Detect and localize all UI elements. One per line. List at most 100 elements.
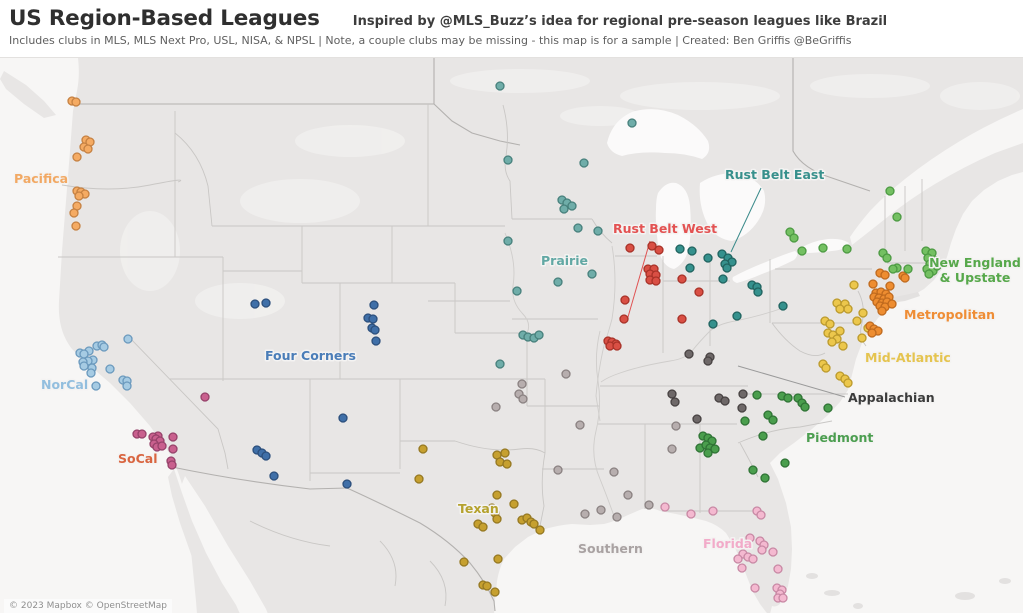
club-dot-texan[interactable] (478, 522, 488, 532)
club-dot-mid-atlantic[interactable] (821, 363, 831, 373)
club-dot-rust-belt-east[interactable] (703, 253, 713, 263)
map-attribution[interactable]: © 2023 Mapbox © OpenStreetMap (4, 599, 172, 613)
club-dot-new-england-upstate[interactable] (892, 212, 902, 222)
club-dot-metropolitan[interactable] (880, 270, 890, 280)
club-dot-texan[interactable] (502, 459, 512, 469)
club-dot-norcal[interactable] (86, 368, 96, 378)
club-dot-rust-belt-east[interactable] (722, 263, 732, 273)
club-dot-florida[interactable] (778, 593, 788, 603)
club-dot-appalachian[interactable] (692, 414, 702, 424)
club-dot-prairie[interactable] (512, 286, 522, 296)
club-dot-metropolitan[interactable] (867, 328, 877, 338)
club-dot-texan[interactable] (500, 448, 510, 458)
club-dot-prairie[interactable] (503, 155, 513, 165)
club-dot-four-corners[interactable] (269, 471, 279, 481)
club-dot-texan[interactable] (482, 581, 492, 591)
club-dot-four-corners[interactable] (250, 299, 260, 309)
club-dot-piedmont[interactable] (783, 393, 793, 403)
club-dot-norcal[interactable] (123, 334, 133, 344)
club-dot-piedmont[interactable] (740, 416, 750, 426)
club-dot-rust-belt-west[interactable] (677, 274, 687, 284)
club-dot-piedmont[interactable] (768, 415, 778, 425)
club-dot-southern[interactable] (612, 512, 622, 522)
club-dot-piedmont[interactable] (823, 403, 833, 413)
club-dot-texan[interactable] (493, 554, 503, 564)
club-dot-piedmont[interactable] (748, 465, 758, 475)
club-dot-rust-belt-west[interactable] (647, 241, 657, 251)
club-dot-rust-belt-west[interactable] (625, 243, 635, 253)
club-dot-texan[interactable] (529, 519, 539, 529)
club-dot-four-corners[interactable] (342, 479, 352, 489)
club-dot-prairie[interactable] (587, 269, 597, 279)
club-dot-southern[interactable] (518, 394, 528, 404)
club-dot-rust-belt-east[interactable] (718, 274, 728, 284)
club-dot-texan[interactable] (459, 557, 469, 567)
club-dot-mid-atlantic[interactable] (857, 333, 867, 343)
club-dot-texan[interactable] (492, 490, 502, 500)
club-dot-florida[interactable] (756, 510, 766, 520)
club-dot-texan[interactable] (418, 444, 428, 454)
club-dot-rust-belt-east[interactable] (708, 319, 718, 329)
club-dot-mid-atlantic[interactable] (835, 304, 845, 314)
club-dot-prairie[interactable] (627, 118, 637, 128)
club-dot-mid-atlantic[interactable] (852, 316, 862, 326)
club-dot-prairie[interactable] (573, 223, 583, 233)
club-dot-norcal[interactable] (91, 381, 101, 391)
club-dot-florida[interactable] (768, 547, 778, 557)
club-dot-rust-belt-west[interactable] (619, 314, 629, 324)
club-dot-southern[interactable] (623, 490, 633, 500)
club-dot-texan[interactable] (509, 499, 519, 509)
club-dot-prairie[interactable] (593, 226, 603, 236)
club-dot-mid-atlantic[interactable] (835, 326, 845, 336)
club-dot-rust-belt-west[interactable] (677, 314, 687, 324)
club-dot-rust-belt-east[interactable] (753, 287, 763, 297)
club-dot-socal[interactable] (167, 460, 177, 470)
club-dot-piedmont[interactable] (758, 431, 768, 441)
club-dot-new-england-upstate[interactable] (789, 233, 799, 243)
club-dot-new-england-upstate[interactable] (885, 186, 895, 196)
club-dot-texan[interactable] (490, 587, 500, 597)
club-dot-florida[interactable] (745, 533, 755, 543)
club-dot-appalachian[interactable] (667, 389, 677, 399)
club-dot-pacifica[interactable] (74, 191, 84, 201)
club-dot-prairie[interactable] (567, 201, 577, 211)
club-dot-new-england-upstate[interactable] (903, 264, 913, 274)
club-dot-rust-belt-east[interactable] (778, 301, 788, 311)
club-dot-socal[interactable] (200, 392, 210, 402)
club-dot-metropolitan[interactable] (887, 299, 897, 309)
club-dot-mid-atlantic[interactable] (858, 308, 868, 318)
club-dot-florida[interactable] (686, 509, 696, 519)
club-dot-pacifica[interactable] (71, 221, 81, 231)
club-dot-southern[interactable] (575, 420, 585, 430)
club-dot-rust-belt-west[interactable] (654, 245, 664, 255)
club-dot-rust-belt-west[interactable] (620, 295, 630, 305)
club-dot-piedmont[interactable] (780, 458, 790, 468)
club-dot-rust-belt-west[interactable] (651, 276, 661, 286)
club-dot-mid-atlantic[interactable] (843, 378, 853, 388)
club-dot-pacifica[interactable] (71, 97, 81, 107)
club-dot-texan[interactable] (414, 474, 424, 484)
club-dot-appalachian[interactable] (703, 356, 713, 366)
club-dot-rust-belt-east[interactable] (675, 244, 685, 254)
club-dot-prairie[interactable] (559, 204, 569, 214)
club-dot-southern[interactable] (596, 505, 606, 515)
club-dot-mid-atlantic[interactable] (838, 341, 848, 351)
club-dot-southern[interactable] (553, 465, 563, 475)
club-dot-southern[interactable] (561, 369, 571, 379)
club-dot-new-england-upstate[interactable] (924, 269, 934, 279)
club-dot-socal[interactable] (137, 429, 147, 439)
club-dot-appalachian[interactable] (684, 349, 694, 359)
club-dot-four-corners[interactable] (371, 336, 381, 346)
club-dot-mid-atlantic[interactable] (843, 304, 853, 314)
club-dot-four-corners[interactable] (368, 314, 378, 324)
club-dot-pacifica[interactable] (72, 152, 82, 162)
club-dot-florida[interactable] (737, 563, 747, 573)
club-dot-socal[interactable] (157, 441, 167, 451)
club-dot-florida[interactable] (773, 564, 783, 574)
club-dot-florida[interactable] (660, 502, 670, 512)
club-dot-new-england-upstate[interactable] (882, 253, 892, 263)
club-dot-florida[interactable] (748, 554, 758, 564)
club-dot-prairie[interactable] (553, 277, 563, 287)
club-dot-florida[interactable] (733, 554, 743, 564)
club-dot-rust-belt-west[interactable] (694, 287, 704, 297)
